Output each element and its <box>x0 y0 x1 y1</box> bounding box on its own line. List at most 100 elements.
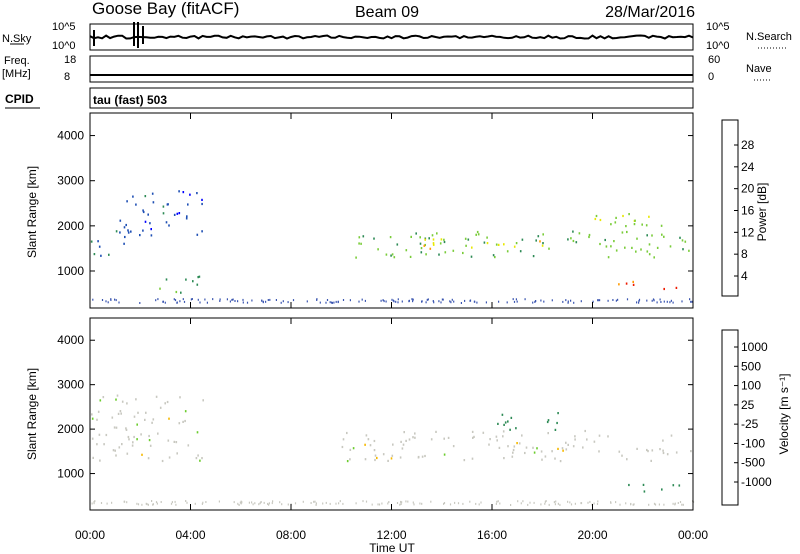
power-echo-pixel <box>151 192 154 195</box>
power-echo-pixel <box>624 246 626 249</box>
power-echo-pixel <box>565 299 567 302</box>
cpid-value: tau (fast) 503 <box>93 93 167 107</box>
velocity-echo-pixel <box>93 502 95 505</box>
velocity-echo-pixel <box>512 448 515 452</box>
velocity-echo-pixel <box>117 412 120 415</box>
power-echo-pixel <box>669 245 672 248</box>
velocity-echo-pixel <box>582 446 584 449</box>
velocity-echo-pixel <box>302 500 304 503</box>
power-echo-pixel <box>355 256 357 259</box>
nave-tick-bottom: 0 <box>708 71 714 83</box>
power-echo-pixel <box>127 231 130 234</box>
power-echo-pixel <box>684 240 687 243</box>
velocity-colorbar-frame <box>721 329 739 506</box>
power-echo-pixel <box>646 250 649 253</box>
velocity-echo-pixel <box>554 428 557 431</box>
power-echo-pixel <box>567 238 569 241</box>
power-echo-pixel <box>638 298 641 301</box>
power-echo-pixel <box>580 300 582 303</box>
velocity-echo-pixel <box>148 439 151 442</box>
velocity-echo-pixel <box>584 429 586 433</box>
power-echo-pixel <box>377 248 379 251</box>
velocity-echo-pixel <box>472 436 474 439</box>
velocity-echo-pixel <box>201 457 203 460</box>
velocity-echo-pixel <box>682 503 684 506</box>
velocity-echo-pixel <box>160 501 162 503</box>
power-echo-pixel <box>419 242 422 245</box>
velocity-echo-pixel <box>133 415 136 418</box>
velocity-echo-pixel <box>329 502 331 505</box>
velocity-echo-pixel <box>610 501 612 504</box>
velocity-echo-pixel <box>402 443 405 446</box>
power-echo-pixel <box>118 301 120 304</box>
power-echo-pixel <box>292 299 295 302</box>
power-echo-pixel <box>198 275 201 278</box>
velocity-echo-pixel <box>532 446 534 449</box>
time-axis-label: Time UT <box>369 541 415 554</box>
power-echo-pixel <box>389 236 392 239</box>
velocity-echo-pixel <box>443 437 445 440</box>
velocity-echo-pixel <box>396 502 399 504</box>
power-echo-pixel <box>618 283 620 286</box>
power-echo-pixel <box>462 251 464 255</box>
power-echo-pixel <box>159 287 161 290</box>
power-echo-pixel <box>467 238 470 241</box>
power-echo-pixel <box>329 301 331 304</box>
power-echo-pixel <box>432 238 435 241</box>
power-echo-pixel <box>617 298 619 301</box>
velocity-echo-region <box>497 412 559 431</box>
velocity-echo-pixel <box>376 456 378 460</box>
power-echo-pixel <box>391 253 394 256</box>
power-echo-pixel <box>185 217 188 220</box>
velocity-echo-pixel <box>133 435 135 439</box>
velocity-echo-pixel <box>116 394 119 397</box>
velocity-echo-pixel <box>658 503 660 506</box>
power-colorbar-frame <box>721 119 739 297</box>
power-echo-pixel <box>610 223 612 226</box>
velocity-echo-pixel <box>557 502 559 505</box>
velocity-echo-pixel <box>502 430 505 433</box>
velocity-echo-pixel <box>574 438 576 441</box>
power-echo-pixel <box>492 254 495 257</box>
power-echo-pixel <box>97 240 99 243</box>
time-tick-label: 00:00 <box>75 528 105 542</box>
power-echo-pixel <box>176 301 178 304</box>
power-echo-pixel <box>262 300 264 303</box>
power-echo-pixel <box>535 300 537 302</box>
power-echo-pixel <box>390 254 392 257</box>
velocity-echo-pixel <box>666 453 669 456</box>
velocity-echo-pixel <box>132 441 134 444</box>
power-echo-pixel <box>648 253 651 256</box>
power-echo-pixel <box>640 248 642 251</box>
power-echo-pixel <box>150 228 152 231</box>
velocity-echo-pixel <box>91 502 93 505</box>
power-echo-pixel <box>575 241 578 244</box>
velocity-echo-pixel <box>166 400 169 404</box>
power-echo-region <box>119 190 203 237</box>
velocity-echo-pixel <box>118 446 121 449</box>
power-echo-pixel <box>152 201 155 204</box>
power-y-axis: 1000 2000 3000 4000 <box>57 129 693 278</box>
velocity-echo-pixel <box>387 459 389 462</box>
power-echo-pixel <box>688 249 690 252</box>
power-echo-pixel <box>607 256 610 259</box>
power-echo-pixel <box>690 300 692 303</box>
velocity-echo-pixel <box>618 450 621 453</box>
velocity-echo-pixel <box>512 451 514 454</box>
velocity-echo-pixel <box>194 502 196 505</box>
velocity-echo-pixel <box>408 438 411 441</box>
velocity-echo-pixel <box>378 503 381 506</box>
power-echo-pixel <box>393 300 395 303</box>
power-echo-pixel <box>265 300 267 303</box>
velocity-colorbar-tick-label: -500 <box>741 456 765 470</box>
velocity-echo-pixel <box>176 452 178 455</box>
velocity-echo-pixel <box>497 500 499 503</box>
power-echo-pixel <box>513 300 516 303</box>
velocity-echo-pixel <box>263 501 265 504</box>
velocity-colorbar-tick-label: -25 <box>741 417 759 431</box>
power-echo-pixel <box>599 218 602 222</box>
velocity-echo-pixel <box>630 503 632 506</box>
velocity-echo-pixel <box>480 501 482 504</box>
velocity-echo-pixel <box>632 503 634 506</box>
velocity-echo-pixel <box>161 459 164 463</box>
